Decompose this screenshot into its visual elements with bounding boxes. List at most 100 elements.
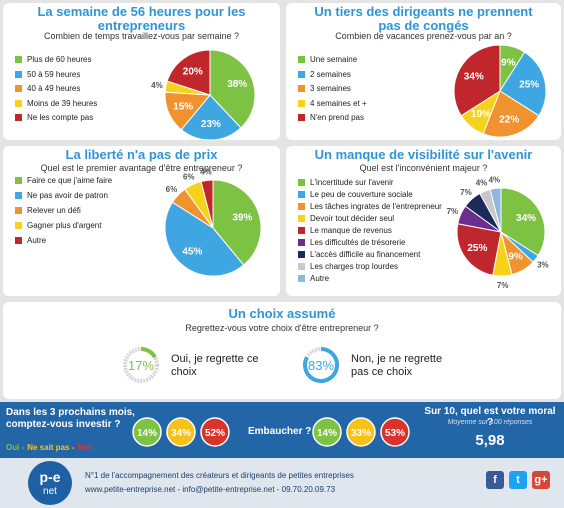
panel: 9% 25% 22% 10% 34% Un tiers des dirigeants ne…	[286, 3, 561, 140]
legend-item: Autre	[298, 274, 329, 283]
legend-swatch	[298, 114, 305, 122]
social-icon[interactable]: t	[509, 471, 527, 489]
legend-label: Faire ce que j'aime faire	[27, 176, 113, 185]
legend-label: L'accès difficile au financement	[310, 250, 421, 259]
legend-item: Gagner plus d'argent	[15, 221, 101, 230]
answer-value: 14%	[317, 428, 337, 439]
slice-label: 10%	[471, 109, 491, 120]
answer-circle	[312, 417, 342, 447]
legend-label: Plus de 60 heures	[27, 55, 92, 64]
panel-title: Un choix assumé	[228, 306, 336, 321]
logo: p-e net	[28, 461, 72, 505]
legend-label: 40 à 49 heures	[27, 84, 81, 93]
slice-label: 25%	[519, 79, 539, 90]
legend-label: 4 semaines et +	[310, 98, 367, 108]
panel-subtitle: Combien de vacances prenez-vous par an ?	[335, 31, 512, 41]
pie-canvas: 39% 45% 6% 6% 4%	[164, 167, 262, 277]
pie-canvas: 14% 34% 52% 14% 33% 53%	[132, 417, 410, 447]
slice-label: 38%	[227, 79, 247, 90]
legend-label: Le manque de revenus	[310, 226, 392, 235]
hire-question: Embaucher ?	[248, 426, 312, 437]
answer-circle	[132, 417, 162, 447]
slice-label: 39%	[232, 212, 252, 223]
legend-item: 40 à 49 heures	[15, 84, 80, 93]
legend-label: Moins de 39 heures	[27, 98, 98, 108]
legend-label: Autre	[27, 236, 47, 245]
answer-circle	[166, 417, 196, 447]
slice-label: 7%	[447, 207, 459, 216]
slice-label: 45%	[182, 246, 202, 257]
pie-slice	[164, 201, 245, 277]
legend-item: Les difficultés de trésorerie	[298, 238, 405, 247]
panel-title: Un manque de visibilité sur l'avenir	[314, 147, 533, 162]
pie-slice	[166, 49, 211, 96]
legend-label: N'en prend pas	[310, 113, 365, 122]
social-icon[interactable]: f	[486, 471, 504, 489]
legend-item: Le peu de couverture sociale	[298, 190, 413, 199]
footer-contact: www.petite-entreprise.net - info@petite-…	[85, 485, 336, 494]
panel-subtitle: Quel est le premier avantage d'être entr…	[40, 163, 243, 173]
answer-circle	[200, 417, 230, 447]
panel-subtitle: Regrettez-vous votre choix d'être entrep…	[185, 323, 379, 333]
legend-label: Les charges trop lourdes	[310, 262, 399, 271]
legend-label: Gagner plus d'argent	[27, 221, 102, 230]
logo-bottom: net	[43, 486, 57, 497]
legend-item: N'en prend pas	[298, 113, 364, 122]
legend-swatch	[298, 85, 305, 93]
panel-title: Un tiers des dirigeants ne prennent pas …	[314, 4, 533, 33]
legend-swatch	[298, 275, 305, 283]
pie-canvas: 34% 3% 9% 7% 25% 7% 7% 4% 4%	[447, 175, 549, 290]
pie-slice	[499, 51, 547, 117]
slice-label: 25%	[467, 243, 487, 254]
social-icon[interactable]: g+	[532, 471, 550, 489]
legend-item: 2 semaines	[298, 70, 351, 79]
panel: 39% 45% 6% 6% 4% La liberté n'a pas de prix Qu…	[3, 146, 280, 296]
slice-label: 7%	[460, 188, 472, 197]
panel-subtitle: Combien de temps travaillez-vous par sem…	[43, 31, 240, 41]
slice-label: 15%	[173, 102, 193, 113]
legend-item: Autre	[15, 236, 46, 245]
legend-swatch	[15, 56, 22, 64]
panel-title: La semaine de 56 heures pour les entrepr…	[37, 4, 246, 33]
legend-swatch	[298, 56, 305, 64]
slice-label: 9%	[508, 252, 523, 263]
slice-label: 34%	[464, 72, 484, 83]
ring-value: 17%	[128, 358, 154, 373]
legend-item: 4 semaines et +	[298, 99, 367, 108]
panel: 17% 83% Un choix assumé Regrettez-vous votr…	[3, 302, 561, 399]
slice-label: 6%	[166, 185, 178, 194]
legend-item: 3 semaines	[298, 84, 351, 93]
answer-value: 34%	[171, 428, 191, 439]
outlook-band: 14% 34% 52% 14% 33% 53% Dans les 3 prochains m…	[0, 402, 564, 458]
slice-label: 4%	[200, 167, 212, 176]
legend-swatch	[298, 99, 305, 107]
legend-label: L'incertitude sur l'avenir	[310, 178, 394, 187]
legend-swatch	[15, 177, 22, 185]
panel-subtitle: Quel est l'inconvénient majeur ?	[359, 163, 488, 173]
legend-item: Une semaine	[298, 55, 357, 64]
pie-slice	[453, 44, 501, 117]
legend-item: Relever un défi	[15, 206, 81, 215]
legend-item: L'accès difficile au financement	[298, 250, 420, 259]
legend-label: Devoir tout décider seul	[310, 214, 395, 223]
legend-swatch	[298, 263, 305, 271]
pie-slice	[200, 179, 214, 229]
legend-swatch	[15, 114, 22, 122]
moral-value: 5,98	[475, 432, 505, 449]
legend-item: Ne les compte pas	[15, 113, 93, 122]
legend-label: 50 à 59 heures	[27, 69, 81, 79]
legend-swatch	[15, 222, 22, 230]
legend-swatch	[15, 207, 22, 215]
legend-swatch	[15, 99, 22, 107]
pie-slice	[482, 90, 540, 138]
footer-tagline: N°1 de l'accompagnement des créateurs et…	[85, 471, 354, 480]
legend-swatch	[298, 239, 305, 247]
slice-label: 4%	[151, 81, 163, 90]
panel-title: La liberté n'a pas de prix	[65, 147, 218, 162]
moral-question: Sur 10, quel est votre moral ?	[424, 406, 556, 428]
legend-swatch	[15, 70, 22, 78]
legend-swatch	[15, 237, 22, 245]
invest-question: Dans les 3 prochains mois, comptez-vous …	[6, 407, 135, 430]
slice-label: 4%	[489, 175, 501, 184]
